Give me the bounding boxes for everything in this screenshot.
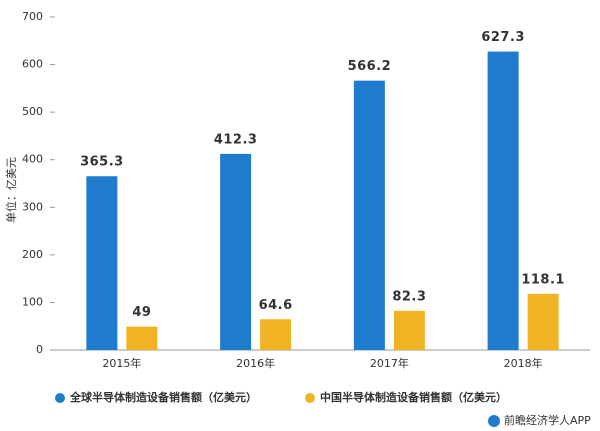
value-label: 49 <box>132 305 151 320</box>
y-tick-label: 200 <box>22 248 43 261</box>
legend-marker <box>55 393 65 403</box>
value-label: 412.3 <box>214 132 258 147</box>
x-tick-label: 2016年 <box>236 356 275 370</box>
bar <box>393 310 425 350</box>
x-tick-label: 2015年 <box>102 356 141 370</box>
bar <box>527 293 559 350</box>
legend-marker <box>305 393 315 403</box>
value-label: 365.3 <box>80 155 124 170</box>
bar <box>487 51 519 351</box>
value-label: 64.6 <box>259 298 293 313</box>
value-label: 118.1 <box>521 272 565 287</box>
y-tick-label: 400 <box>22 153 43 166</box>
bar <box>220 153 252 350</box>
y-tick-label: 0 <box>36 343 43 356</box>
bar <box>126 326 158 350</box>
value-label: 627.3 <box>481 30 525 45</box>
bar <box>260 319 292 350</box>
value-label: 566.2 <box>348 59 392 74</box>
value-label: 82.3 <box>392 289 426 304</box>
y-tick-label: 700 <box>22 10 43 23</box>
y-axis-label: 单位：亿美元 <box>4 157 18 223</box>
source-icon <box>488 415 500 427</box>
y-tick-label: 300 <box>22 200 43 213</box>
legend-label: 中国半导体制造设备销售额（亿美元） <box>320 390 507 404</box>
x-tick-label: 2018年 <box>504 356 543 370</box>
legend-label: 全球半导体制造设备销售额（亿美元） <box>69 390 257 404</box>
y-tick-label: 600 <box>22 58 43 71</box>
y-tick-label: 500 <box>22 105 43 118</box>
bar <box>86 176 118 350</box>
y-tick-label: 100 <box>22 295 43 308</box>
source: 前瞻经济学人APP <box>504 413 591 427</box>
bar <box>353 80 385 350</box>
x-tick-label: 2017年 <box>370 356 409 370</box>
